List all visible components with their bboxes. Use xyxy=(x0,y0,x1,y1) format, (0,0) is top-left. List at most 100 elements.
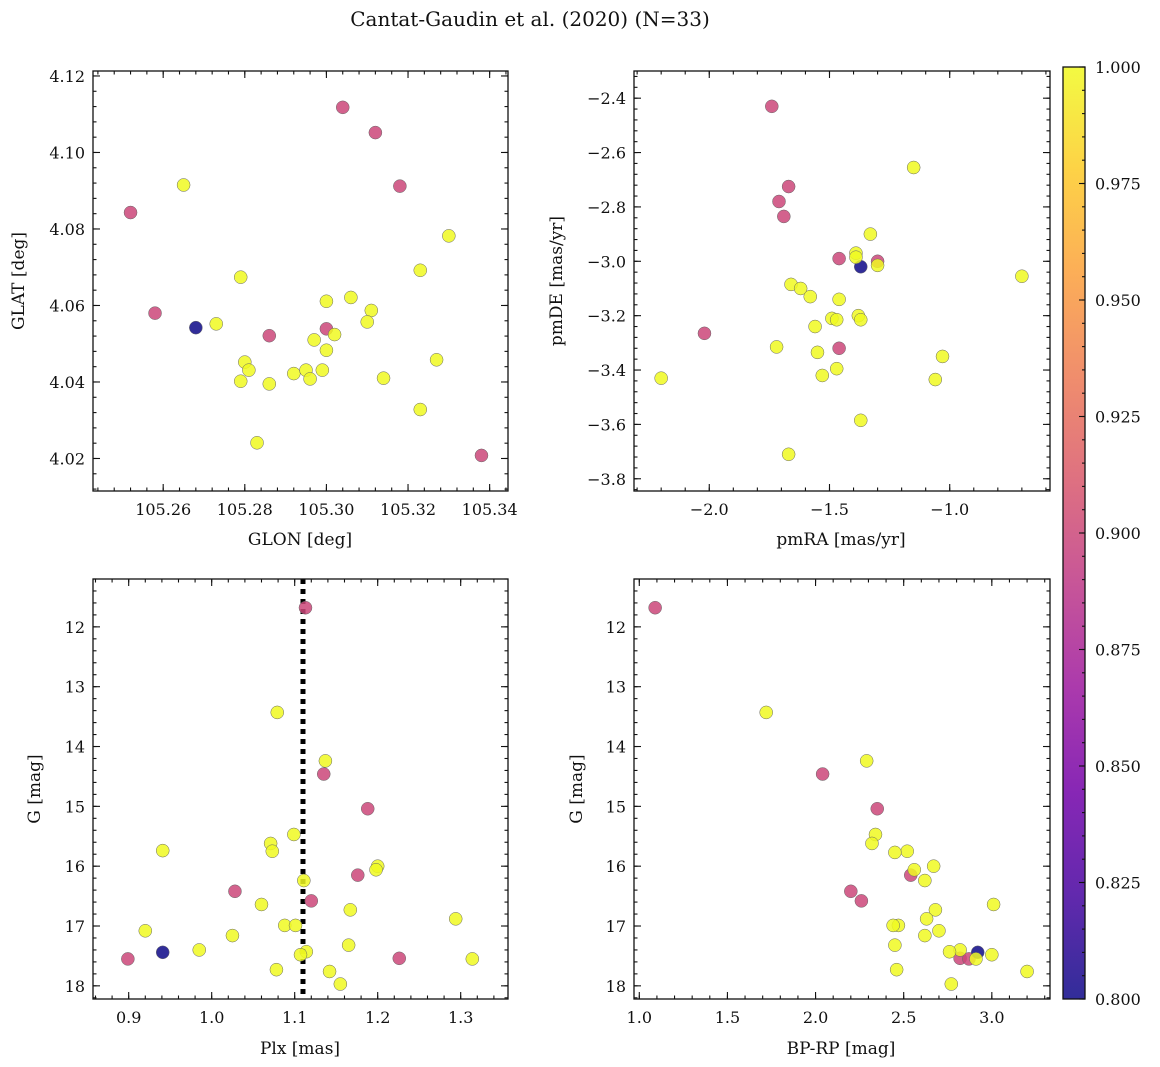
y-tick-label: 14 xyxy=(65,738,85,757)
data-point xyxy=(889,962,904,977)
y-tick-label: 4.10 xyxy=(49,143,85,162)
axes-frame xyxy=(92,70,509,492)
data-point xyxy=(233,374,248,388)
y-tick-label: −3.2 xyxy=(587,307,626,326)
panel-pmra-pmde: −2.0 −1.5 −1.0 −3.8 −3.6 −3.4 −3.2 −3.0 −2.8 −2.6… xyxy=(547,70,1051,550)
data-point xyxy=(413,402,428,417)
data-point xyxy=(808,319,822,334)
data-point xyxy=(344,290,358,305)
data-point xyxy=(697,326,712,341)
data-point xyxy=(364,303,379,318)
x-tick-label: 0.9 xyxy=(116,1008,141,1027)
data-point xyxy=(781,179,796,194)
data-point xyxy=(906,160,921,175)
data-point xyxy=(287,366,301,381)
y-tick-label: 15 xyxy=(65,797,85,816)
colorbar-tick-label: 0.925 xyxy=(1095,408,1141,427)
y-tick-label: 4.12 xyxy=(49,67,85,86)
data-point xyxy=(474,448,489,463)
y-tick-label: 15 xyxy=(606,797,626,816)
data-point xyxy=(393,179,407,193)
data-point xyxy=(442,229,456,243)
figure-title: Cantat-Gaudin et al. (2020) (N=33) xyxy=(350,7,710,31)
y-tick-label: −3.4 xyxy=(587,361,626,380)
data-point xyxy=(176,178,191,192)
y-axis-label: G [mag] xyxy=(25,754,45,823)
data-point xyxy=(986,897,1001,912)
data-point xyxy=(270,705,285,720)
data-point xyxy=(844,884,858,899)
data-point xyxy=(793,281,808,296)
data-point xyxy=(369,863,383,877)
data-point xyxy=(319,294,334,309)
data-point xyxy=(854,894,869,908)
y-tick-label: −2.4 xyxy=(587,89,626,108)
x-axis-label: Plx [mas] xyxy=(260,1039,340,1059)
data-point xyxy=(138,924,153,938)
data-point xyxy=(772,194,786,209)
data-point xyxy=(318,754,333,768)
data-point xyxy=(465,952,480,966)
data-point xyxy=(870,801,885,816)
y-tick-label: −3.0 xyxy=(587,252,626,271)
data-point xyxy=(297,873,311,888)
data-point xyxy=(148,306,162,320)
data-point xyxy=(307,333,321,347)
x-tick-label: 2.0 xyxy=(803,1008,828,1027)
y-tick-label: 4.08 xyxy=(49,220,85,239)
data-point xyxy=(254,897,269,912)
data-point xyxy=(932,924,946,938)
axes-frame xyxy=(92,578,509,1000)
data-point xyxy=(935,349,950,364)
data-point xyxy=(351,868,365,882)
x-axis-label: BP-RP [mag] xyxy=(787,1039,896,1059)
data-point xyxy=(777,209,791,224)
data-point xyxy=(944,977,959,991)
x-tick-label: 1.3 xyxy=(448,1008,473,1027)
data-point xyxy=(870,258,885,273)
data-point xyxy=(335,100,350,115)
panel-bprp-g: 1.0 1.5 2.0 2.5 3.0 12 13 14 15 16 17 18 BP-RP [mag]… xyxy=(567,578,1051,1059)
data-point xyxy=(322,964,337,979)
x-tick-label: 1.5 xyxy=(715,1008,740,1027)
y-tick-label: −2.8 xyxy=(587,198,626,217)
data-point xyxy=(327,327,342,342)
x-tick-label: 105.34 xyxy=(462,500,518,519)
data-point xyxy=(123,205,138,220)
x-tick-label: 1.0 xyxy=(627,1008,652,1027)
x-tick-label: 1.2 xyxy=(365,1008,390,1027)
data-point xyxy=(888,938,902,952)
data-point xyxy=(298,600,313,615)
data-point xyxy=(303,372,317,386)
data-point xyxy=(392,951,407,966)
y-tick-label: 16 xyxy=(65,857,85,876)
data-point xyxy=(242,363,256,377)
x-tick-label: 105.26 xyxy=(135,500,191,519)
data-point xyxy=(192,943,206,957)
y-tick-label: 13 xyxy=(606,678,626,697)
x-tick-label: −1.5 xyxy=(810,500,849,519)
data-point xyxy=(287,827,301,842)
data-point xyxy=(654,371,668,385)
x-tick-label: 105.28 xyxy=(217,500,273,519)
data-point xyxy=(343,903,358,917)
data-point xyxy=(360,315,374,329)
axes-frame xyxy=(633,70,1051,492)
y-tick-label: −3.6 xyxy=(587,415,626,434)
data-point xyxy=(928,372,943,387)
data-point xyxy=(928,903,943,917)
data-point xyxy=(765,99,779,114)
y-tick-label: 18 xyxy=(65,977,85,996)
data-point xyxy=(919,912,934,926)
x-axis-label: pmRA [mas/yr] xyxy=(776,530,905,550)
data-point xyxy=(863,227,878,241)
data-point xyxy=(368,125,383,140)
data-point xyxy=(832,292,846,307)
data-point xyxy=(333,977,348,991)
data-point xyxy=(265,844,280,858)
data-point xyxy=(233,270,248,284)
data-point xyxy=(900,844,914,858)
colorbar: 0.800 0.825 0.850 0.875 0.900 0.925 0.950 0.975… xyxy=(1062,58,1141,1009)
axes-frame xyxy=(633,578,1051,1000)
colorbar-tick-label: 0.875 xyxy=(1095,641,1141,660)
